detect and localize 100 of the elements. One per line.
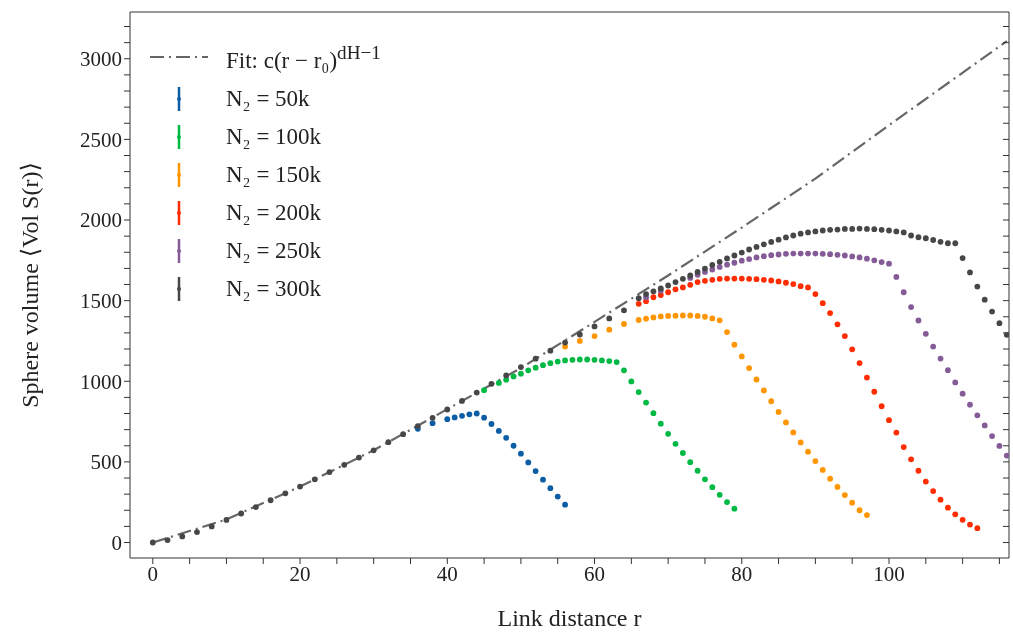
point <box>635 317 642 323</box>
point <box>849 346 856 353</box>
point <box>716 317 723 324</box>
legend-label: Fit: c(r − r₀)$^{dH−1}$ <box>226 41 381 75</box>
point <box>760 253 767 260</box>
point <box>915 467 922 474</box>
point <box>694 279 701 285</box>
point <box>900 289 907 296</box>
point <box>473 410 480 417</box>
x-tick-label: 80 <box>731 561 753 586</box>
point <box>827 475 834 482</box>
point <box>598 357 605 364</box>
point <box>819 300 826 307</box>
point <box>621 367 627 374</box>
point <box>856 507 863 514</box>
point <box>790 429 797 436</box>
point <box>908 456 914 463</box>
point <box>679 312 686 319</box>
point <box>716 491 723 498</box>
point <box>738 275 745 282</box>
point <box>606 326 613 333</box>
point <box>783 250 789 257</box>
point <box>775 251 782 258</box>
point <box>937 355 944 362</box>
point <box>591 333 598 340</box>
point <box>930 343 937 350</box>
point <box>900 444 907 450</box>
point <box>864 255 870 262</box>
point <box>628 378 635 385</box>
point <box>959 390 966 397</box>
point <box>849 499 856 506</box>
point <box>805 448 811 455</box>
point <box>790 250 797 257</box>
point <box>827 310 834 316</box>
point <box>724 261 730 268</box>
point <box>952 379 959 386</box>
point <box>878 259 885 265</box>
point <box>1003 452 1009 459</box>
point <box>621 321 627 327</box>
point <box>702 277 708 284</box>
point <box>503 376 510 383</box>
point <box>753 276 760 283</box>
point <box>775 409 782 415</box>
point <box>783 419 789 426</box>
point <box>613 359 620 365</box>
point <box>753 376 760 383</box>
point <box>922 330 929 337</box>
point <box>643 315 649 322</box>
legend-label: N₂ = 100k <box>226 122 322 151</box>
point <box>694 467 701 474</box>
point <box>893 429 900 436</box>
point <box>716 275 723 282</box>
point <box>768 277 775 284</box>
point <box>665 430 672 437</box>
legend-label: N₂ = 150k <box>226 160 322 189</box>
point <box>849 253 856 260</box>
point <box>981 422 988 429</box>
point <box>547 360 554 367</box>
point <box>459 412 465 419</box>
point <box>650 410 657 417</box>
point <box>834 251 841 258</box>
point <box>893 274 900 280</box>
point <box>841 252 848 259</box>
point <box>569 356 576 363</box>
point <box>657 313 664 320</box>
point <box>768 398 775 405</box>
point <box>908 304 914 310</box>
point <box>989 433 995 439</box>
point <box>665 313 672 319</box>
point <box>783 279 789 286</box>
point <box>812 250 819 257</box>
point <box>915 317 922 324</box>
point <box>650 314 657 321</box>
point <box>760 276 767 283</box>
point <box>554 358 561 365</box>
point <box>495 379 502 386</box>
legend-label: N₂ = 250k <box>226 236 322 265</box>
y-tick-label: 0 <box>111 530 122 555</box>
point <box>709 276 716 283</box>
point <box>738 353 745 360</box>
point <box>672 440 679 447</box>
point <box>481 387 487 394</box>
point <box>731 341 738 348</box>
y-axis-title: Sphere volume ⟨Vol S(r)⟩ <box>17 162 43 408</box>
point <box>886 417 892 424</box>
point <box>996 443 1003 449</box>
point <box>657 420 664 427</box>
point <box>510 373 517 380</box>
point <box>525 459 532 466</box>
point <box>746 256 753 262</box>
point <box>495 428 502 434</box>
point <box>974 525 981 532</box>
point <box>576 338 583 344</box>
point <box>488 421 495 427</box>
legend-label: N₂ = 200k <box>226 198 322 227</box>
point <box>562 501 568 508</box>
point <box>864 512 870 519</box>
point <box>584 356 591 363</box>
point <box>716 264 723 270</box>
point <box>510 442 517 449</box>
